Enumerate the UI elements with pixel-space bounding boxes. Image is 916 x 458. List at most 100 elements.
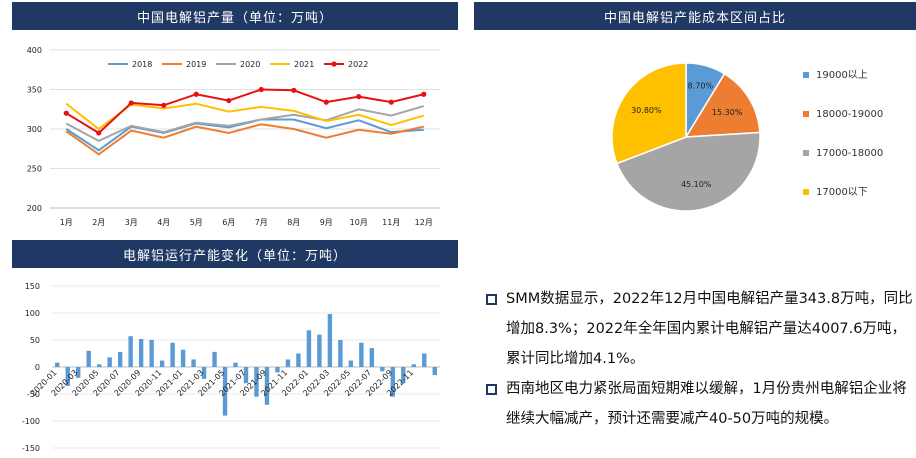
y-tick-label: 50 [30, 336, 40, 345]
bar [170, 342, 175, 367]
legend-swatch [803, 111, 809, 117]
y-tick-label: 150 [25, 282, 40, 291]
bar [55, 362, 60, 367]
bar [149, 340, 154, 367]
data-point [193, 91, 199, 97]
bar [432, 367, 437, 376]
bar [422, 353, 427, 367]
data-point [161, 102, 167, 108]
bar [233, 362, 238, 367]
x-tick-label: 6月 [222, 218, 235, 227]
legend-label: 2019 [186, 60, 206, 69]
bar [306, 330, 312, 367]
x-tick-label: 11月 [382, 218, 400, 227]
pie-slice-3 [615, 131, 761, 212]
pie-data-label: 15.30% [712, 108, 743, 117]
legend-swatch [803, 189, 809, 195]
data-point [291, 87, 297, 93]
series-line-2022 [65, 88, 424, 135]
bar [96, 364, 102, 367]
bullet-item-1: SMM数据显示，2022年12月中国电解铝产量343.8万吨，同比增加8.3%；… [486, 284, 914, 374]
y-tick-label: -50 [27, 390, 40, 399]
series-line-2020 [65, 105, 425, 142]
data-point [356, 94, 362, 100]
production-line-chart: 200 250 300 350 400 1月 2月 3月 4月 5月 6月 7月 8月 9月 10月 11月 1… [27, 46, 440, 227]
bar [159, 360, 165, 367]
data-point [63, 110, 69, 116]
data-point [323, 99, 329, 105]
legend-label: 19000以上 [816, 69, 868, 81]
bar [390, 367, 396, 397]
x-tick-label: 12月 [415, 218, 433, 227]
bar [296, 353, 301, 367]
data-point [96, 130, 102, 136]
bar [243, 367, 249, 384]
series-line-2018 [65, 118, 424, 152]
bar [359, 342, 364, 367]
legend-label: 2018 [132, 60, 152, 69]
pie-slice-2 [684, 72, 761, 138]
data-point [421, 91, 427, 97]
cost-pie-chart: 8.70% 15.30% 45.10% 30.80% 19000以上 18000-1900… [611, 62, 883, 212]
x-tick-label: 7月 [255, 218, 268, 227]
data-point [128, 100, 134, 106]
bullet-square-icon [486, 294, 497, 305]
bar [138, 338, 144, 367]
bar [411, 364, 416, 367]
pie-data-label: 45.10% [681, 180, 712, 189]
bar [212, 351, 217, 367]
bar [128, 336, 133, 367]
capacity-chart-header: 电解铝运行产能变化（单位：万吨） [12, 240, 458, 268]
x-tick-label: 4月 [157, 218, 170, 227]
y-tick-label: 400 [27, 46, 42, 55]
legend-label: 2022 [348, 60, 368, 69]
cost-chart-header: 中国电解铝产能成本区间占比 [474, 2, 916, 30]
x-tick-label: 9月 [320, 218, 333, 227]
bar [201, 367, 207, 379]
x-tick-label: 5月 [190, 218, 203, 227]
bullet-text-2: 西南地区电力紧张局面短期难以缓解，1月份贵州电解铝企业将继续大幅减产，预计还需要… [506, 381, 907, 427]
pie-data-label: 30.80% [631, 106, 662, 115]
data-point [258, 86, 264, 93]
capacity-bar-chart: 150100500-50-100-1502020-012020-032020-0… [22, 282, 440, 453]
legend-label: 18000-19000 [816, 109, 883, 120]
x-tick-label: 1月 [60, 218, 73, 227]
legend-marker [331, 61, 337, 67]
legend-label: 17000-18000 [816, 148, 883, 159]
legend-label: 2020 [240, 60, 260, 69]
y-tick-label: 0 [35, 363, 40, 372]
x-tick-label: 8月 [287, 218, 300, 227]
bar [117, 351, 123, 367]
bar [275, 367, 280, 373]
legend-label: 17000以下 [816, 187, 868, 198]
x-tick-label: 10月 [350, 218, 368, 227]
bar [191, 359, 196, 367]
bar [222, 367, 228, 416]
series-line-2019 [65, 123, 424, 156]
bar [264, 367, 270, 405]
pie-slice-4 [611, 62, 687, 165]
y-tick-label: 200 [27, 204, 42, 213]
bar [338, 340, 343, 367]
y-tick-label: 250 [27, 165, 42, 174]
bar [369, 348, 375, 367]
bar [180, 349, 186, 367]
bar [65, 367, 70, 386]
bar [327, 314, 333, 367]
production-chart-header: 中国电解铝产量（单位：万吨） [12, 2, 458, 30]
bar [285, 359, 291, 367]
y-tick-label: 100 [25, 309, 40, 318]
data-point [226, 97, 232, 104]
bar [348, 360, 354, 367]
data-point [388, 99, 394, 105]
bar [254, 367, 259, 397]
bar [76, 367, 81, 378]
pie-data-label: 8.70% [688, 82, 714, 91]
bullet-item-2: 西南地区电力紧张局面短期难以缓解，1月份贵州电解铝企业将继续大幅减产，预计还需要… [486, 374, 914, 434]
legend-swatch [803, 72, 809, 78]
bullet-square-icon [486, 384, 497, 395]
bar [380, 367, 385, 372]
y-tick-label: -100 [22, 417, 40, 426]
y-tick-label: 350 [27, 86, 42, 95]
bar [107, 357, 112, 367]
